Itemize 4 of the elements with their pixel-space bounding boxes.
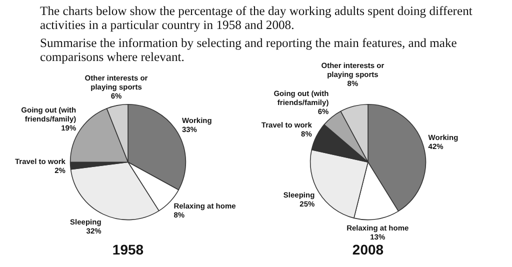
text: 2008	[352, 241, 384, 258]
text: Summarise the information by selecting and reporting the main features, and make comparisons where relevant.	[40, 36, 457, 64]
text: 1958	[112, 241, 144, 258]
text: The charts below show the percentage of the day working adults spent doing different activities in a particular country in 1958 and 2008.	[40, 4, 474, 32]
